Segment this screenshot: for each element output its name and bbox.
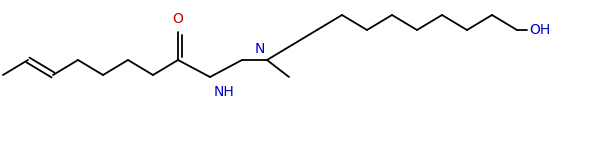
Text: O: O — [173, 12, 183, 26]
Text: N: N — [255, 42, 265, 56]
Text: OH: OH — [529, 23, 550, 37]
Text: NH: NH — [214, 85, 235, 99]
